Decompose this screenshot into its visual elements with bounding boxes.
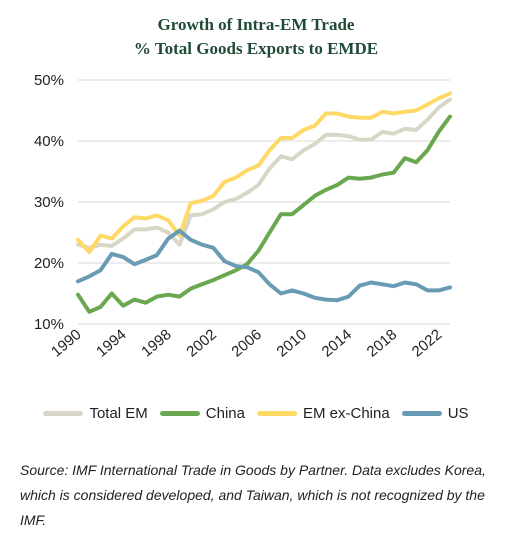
series-line-us <box>76 228 452 303</box>
legend-swatch-total-em <box>43 411 84 416</box>
legend-label-us: US <box>447 405 469 422</box>
legend-swatch-china <box>159 411 200 416</box>
x-tick-label: 2010 <box>274 326 310 360</box>
y-tick-label: 50% <box>34 72 64 89</box>
legend-label-china: China <box>205 405 245 422</box>
chart-title: Growth of Intra-EM Trade <box>157 15 355 34</box>
line-chart: 10%20%30%40%50%1990 1994 1998 2002 2006 2010 2… <box>34 72 452 361</box>
x-tick-label: 2014 <box>319 326 355 360</box>
legend-item-em-ex-china: EM ex-China <box>257 405 390 422</box>
series-line-total-em <box>76 97 452 250</box>
y-tick-label: 10% <box>34 316 64 333</box>
legend-item-china: China <box>159 405 245 422</box>
legend-item-total-em: Total EM <box>43 405 148 422</box>
legend-swatch-us <box>401 411 442 416</box>
chart-subtitle: % Total Goods Exports to EMDE <box>133 39 379 58</box>
x-tick-label: 2018 <box>364 326 400 360</box>
axes: 10%20%30%40%50%1990 1994 1998 2002 2006 2010 2… <box>34 72 445 361</box>
x-tick-label: 2022 <box>409 326 445 360</box>
series-line-em-ex-china <box>76 91 452 254</box>
source-note: Source: IMF International Trade in Goods… <box>20 462 486 528</box>
x-tick-label: 1998 <box>138 326 174 360</box>
x-tick-label: 2002 <box>183 326 219 360</box>
legend: Total EM China EM ex-China US <box>0 405 512 422</box>
series-line-china <box>76 114 452 314</box>
y-tick-label: 30% <box>34 194 64 211</box>
y-tick-label: 40% <box>34 133 64 150</box>
series-lines <box>76 91 452 314</box>
x-tick-label: 2006 <box>228 326 264 360</box>
x-tick-label: 1994 <box>93 326 129 360</box>
legend-item-us: US <box>401 405 469 422</box>
legend-swatch-em-ex-china <box>257 411 297 416</box>
y-tick-label: 20% <box>34 255 64 272</box>
legend-label-total-em: Total EM <box>89 405 148 422</box>
legend-label-em-ex-china: EM ex-China <box>303 405 390 422</box>
